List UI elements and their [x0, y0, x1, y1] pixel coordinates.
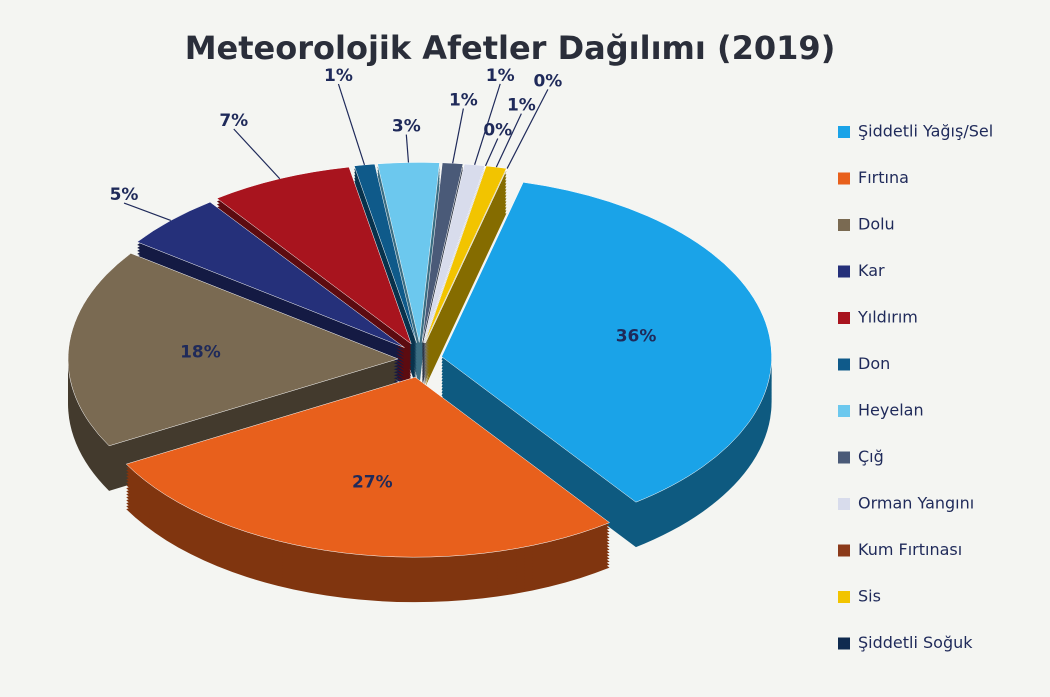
slice-side — [424, 171, 507, 349]
slice-side — [425, 189, 508, 364]
slice — [441, 182, 772, 503]
data-label: 1% — [486, 66, 515, 86]
legend-swatch — [838, 219, 850, 231]
slice-side — [424, 180, 507, 358]
legend-swatch — [838, 405, 850, 417]
slice-side — [424, 204, 507, 382]
slice-side — [424, 192, 507, 370]
legend-label: Orman Yangını — [858, 494, 974, 513]
slice-side — [425, 186, 508, 361]
slice-side — [425, 192, 508, 367]
leader-line — [337, 83, 366, 166]
slice-side — [424, 174, 507, 352]
data-label: 36% — [616, 326, 657, 346]
slice-side — [425, 195, 508, 370]
slice-side — [424, 210, 507, 388]
leader-line — [405, 134, 410, 163]
slice-side — [424, 186, 507, 364]
slice — [423, 163, 486, 343]
slice — [353, 163, 417, 343]
legend-label: Çığ — [858, 447, 884, 466]
legend-swatch — [838, 126, 850, 138]
slice-side — [424, 207, 507, 385]
slice-side — [425, 210, 508, 385]
legend-swatch — [838, 312, 850, 324]
legend-swatch — [838, 265, 850, 278]
slice — [67, 253, 399, 447]
slice-side — [354, 170, 417, 349]
slice-side — [425, 183, 508, 358]
slice-side — [425, 207, 508, 382]
slice-side — [354, 167, 417, 346]
slice-side — [425, 201, 508, 376]
slice-side — [354, 173, 417, 352]
slice-side — [425, 213, 508, 388]
legend-label: Kar — [858, 261, 885, 280]
data-label: 5% — [110, 185, 139, 205]
leader-line — [506, 89, 549, 169]
data-label: 3% — [392, 117, 421, 137]
legend-label: Heyelan — [858, 401, 924, 420]
leader-line — [495, 113, 522, 168]
legend-label: Yıldırım — [857, 308, 918, 327]
chart-title: Meteorolojik Afetler Dağılımı (2019) — [185, 29, 836, 67]
slice — [425, 168, 508, 344]
slice-side — [354, 179, 417, 358]
slice-side — [422, 165, 463, 346]
data-label: 1% — [449, 91, 478, 111]
legend-label: Şiddetli Soğuk — [858, 633, 973, 652]
data-label: 1% — [324, 66, 353, 86]
legend-label: Sis — [858, 587, 881, 606]
slice — [216, 166, 412, 345]
slice — [423, 165, 486, 343]
slice-side — [425, 198, 508, 373]
legend-label: Fırtına — [858, 168, 909, 187]
slice-side — [425, 204, 508, 379]
leader-line — [484, 138, 499, 167]
data-label: 1% — [507, 96, 536, 116]
slice-side — [424, 183, 507, 361]
legend-swatch — [838, 544, 850, 557]
leader-line — [123, 202, 171, 222]
slice-side — [354, 176, 417, 355]
legend-swatch — [838, 637, 850, 650]
slice-side — [425, 171, 508, 346]
legend-swatch — [838, 591, 850, 603]
data-label: 0% — [483, 120, 512, 140]
slice-side — [424, 195, 507, 373]
legend-label: Şiddetli Yağış/Sel — [858, 122, 993, 141]
leader-line — [474, 83, 501, 165]
legend-label: Don — [858, 354, 890, 373]
slice-side — [425, 180, 508, 355]
data-label: 27% — [352, 473, 393, 493]
data-label: 18% — [180, 342, 221, 362]
slice-side — [424, 189, 507, 367]
legend-swatch — [838, 172, 850, 185]
slice-side — [424, 198, 507, 376]
legend-label: Kum Fırtınası — [858, 540, 962, 559]
data-label: 0% — [533, 71, 562, 91]
leader-line — [452, 108, 464, 164]
legend-swatch — [838, 498, 850, 510]
leader-line — [233, 128, 281, 180]
slice-side — [424, 201, 507, 379]
slice — [377, 162, 440, 343]
slice-side — [424, 177, 507, 355]
slice-side — [425, 174, 508, 349]
slice — [136, 201, 405, 348]
legend-swatch — [838, 358, 850, 371]
legend-swatch — [838, 451, 850, 464]
data-label: 7% — [219, 111, 248, 131]
slice-side — [425, 177, 508, 352]
legend-label: Dolu — [858, 215, 895, 234]
slice — [125, 376, 611, 558]
